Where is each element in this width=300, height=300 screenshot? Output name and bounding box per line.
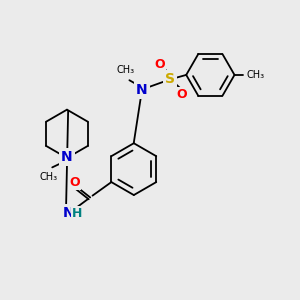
Text: O: O — [176, 88, 187, 101]
Text: CH₃: CH₃ — [40, 172, 58, 182]
Text: S: S — [165, 72, 175, 86]
Text: H: H — [72, 207, 83, 220]
Text: CH₃: CH₃ — [117, 65, 135, 75]
Text: CH₃: CH₃ — [246, 70, 264, 80]
Text: O: O — [154, 58, 165, 70]
Text: N: N — [61, 150, 73, 164]
Text: N: N — [136, 82, 148, 97]
Text: N: N — [63, 206, 75, 220]
Text: O: O — [69, 176, 80, 189]
